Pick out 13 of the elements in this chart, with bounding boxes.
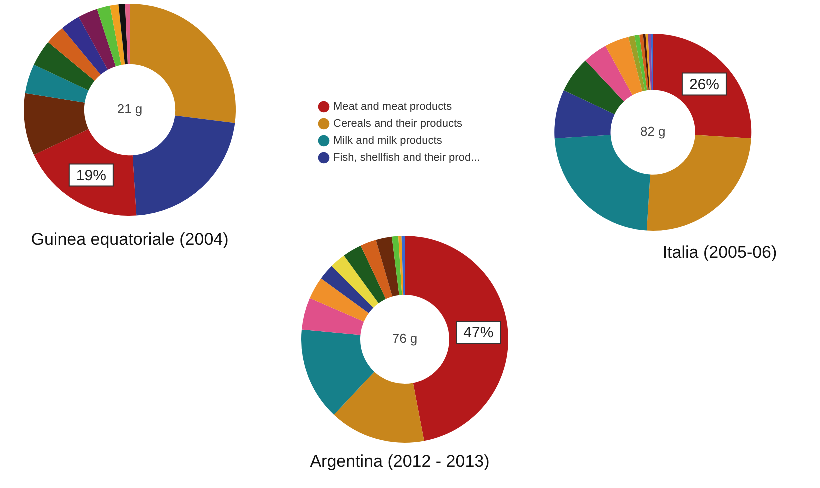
text: Guinea equatoriale (2004) bbox=[30, 230, 230, 250]
legend-label: Milk and milk products bbox=[334, 135, 443, 148]
text: 76 g bbox=[392, 331, 418, 346]
legend-label: Cereals and their products bbox=[334, 118, 464, 130]
data-label: 47% bbox=[464, 324, 494, 342]
text: 82 g bbox=[640, 124, 666, 140]
text: Argentina (2012 - 2013) bbox=[309, 452, 491, 472]
text: 21 g bbox=[117, 102, 143, 117]
data-label: 19% bbox=[76, 167, 106, 184]
data-label: 26% bbox=[689, 76, 720, 94]
text: Italia (2005-06) bbox=[662, 243, 778, 263]
legend-label: Meat and meat products bbox=[334, 101, 453, 114]
legend-label: Fish, shellfish and their prod... bbox=[334, 152, 480, 164]
